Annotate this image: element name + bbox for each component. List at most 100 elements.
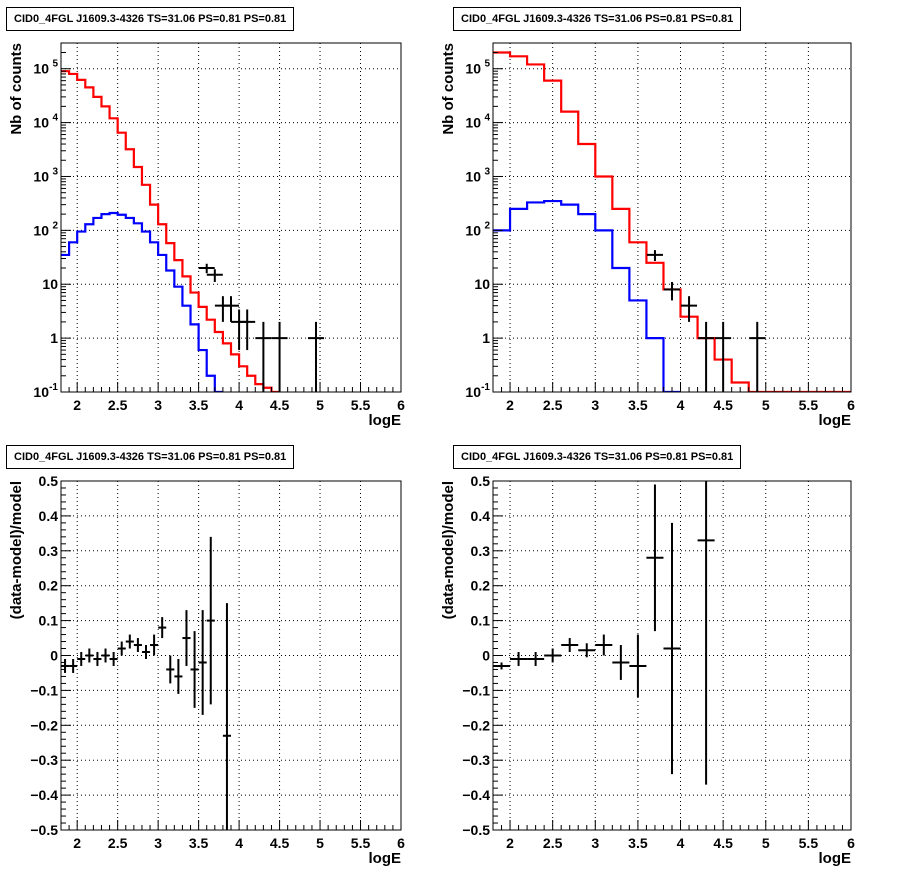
x-tick-label: 6 bbox=[397, 835, 405, 851]
x-tick-label: 2 bbox=[73, 397, 81, 413]
axis-ticks bbox=[60, 480, 402, 831]
x-tick-label: 4 bbox=[235, 835, 243, 851]
data-point bbox=[578, 643, 596, 658]
histogram-step-line bbox=[61, 70, 280, 392]
data-points bbox=[493, 481, 715, 785]
chart-title-1: CID0_4FGL J1609.3-4326 TS=31.06 PS=0.81 … bbox=[6, 7, 295, 31]
x-tick-label: 5.5 bbox=[351, 397, 371, 413]
grid-lines bbox=[61, 43, 401, 392]
x-tick-label: 5 bbox=[316, 397, 324, 413]
x-tick-label: 6 bbox=[847, 835, 855, 851]
plot-area bbox=[61, 536, 231, 830]
data-point bbox=[69, 658, 78, 673]
data-points bbox=[198, 263, 324, 392]
x-tick-label: 5 bbox=[762, 835, 770, 851]
y-tick-label: 10 bbox=[465, 168, 481, 184]
y-tick-label: 10 bbox=[42, 276, 58, 292]
y-tick-label: 10 bbox=[33, 168, 49, 184]
data-point bbox=[646, 484, 664, 632]
data-point bbox=[141, 645, 151, 659]
y-tick-label: 10 bbox=[33, 115, 49, 131]
data-point bbox=[646, 250, 663, 261]
y-tick-label-exponent: 2 bbox=[484, 220, 490, 231]
chart-title-4: CID0_4FGL J1609.3-4326 TS=31.06 PS=0.81 … bbox=[453, 445, 742, 469]
x-tick-label: 2.5 bbox=[108, 397, 128, 413]
x-tick-label: 4.5 bbox=[713, 397, 733, 413]
chart-title-2: CID0_4FGL J1609.3-4326 TS=31.06 PS=0.81 … bbox=[453, 7, 742, 31]
y-tick-label: 0.2 bbox=[39, 578, 59, 594]
data-point bbox=[231, 309, 248, 351]
data-point bbox=[190, 631, 199, 708]
histogram-step-line bbox=[493, 199, 681, 392]
y-tick-label-exponent: -1 bbox=[481, 382, 490, 393]
y-tick-label: 0.4 bbox=[39, 508, 59, 524]
y-tick-label: −0.1 bbox=[30, 682, 58, 698]
y-tick-label: −0.2 bbox=[462, 717, 490, 733]
axis-ticks bbox=[492, 42, 852, 393]
y-tick-label: 0.2 bbox=[471, 578, 491, 594]
plot-area bbox=[493, 51, 851, 392]
data-point bbox=[61, 658, 70, 673]
x-tick-label: 5.5 bbox=[351, 835, 371, 851]
data-point bbox=[158, 617, 167, 639]
data-point bbox=[493, 662, 511, 670]
x-axis-label: logE bbox=[819, 850, 852, 867]
grid-lines bbox=[493, 43, 851, 392]
x-tick-label: 3 bbox=[154, 835, 162, 851]
y-tick-label: 10 bbox=[33, 384, 49, 400]
data-point bbox=[125, 634, 134, 649]
x-axis-label: logE bbox=[369, 412, 402, 429]
y-axis-label: (data-model)/model bbox=[440, 481, 457, 619]
data-point bbox=[681, 296, 698, 322]
chart-title-3: CID0_4FGL J1609.3-4326 TS=31.06 PS=0.81 … bbox=[6, 445, 295, 469]
data-point bbox=[133, 638, 142, 653]
y-tick-label: −0.5 bbox=[30, 822, 58, 838]
data-point bbox=[117, 641, 126, 656]
grid-lines bbox=[61, 481, 401, 830]
data-point bbox=[663, 522, 681, 775]
y-tick-label: −0.2 bbox=[30, 717, 58, 733]
data-point bbox=[715, 321, 732, 392]
y-tick-label: 0.4 bbox=[471, 508, 491, 524]
data-point bbox=[93, 652, 102, 666]
data-point bbox=[166, 655, 175, 684]
x-tick-label: 2.5 bbox=[543, 397, 563, 413]
data-point bbox=[749, 321, 766, 392]
data-point bbox=[206, 536, 215, 705]
y-tick-label-exponent: 5 bbox=[52, 59, 58, 70]
y-tick-label-exponent: 4 bbox=[52, 113, 58, 124]
x-tick-label: 3.5 bbox=[628, 397, 648, 413]
x-tick-label: 4.5 bbox=[713, 835, 733, 851]
y-tick-label: 1 bbox=[50, 330, 58, 346]
data-point bbox=[698, 321, 715, 392]
y-tick-label-exponent: 3 bbox=[52, 166, 58, 177]
data-point bbox=[206, 269, 223, 283]
data-point bbox=[182, 610, 191, 666]
x-tick-label: 4.5 bbox=[270, 397, 290, 413]
y-tick-label-exponent: 5 bbox=[484, 59, 490, 70]
y-tick-label: 10 bbox=[465, 384, 481, 400]
y-tick-label-exponent: -1 bbox=[49, 382, 58, 393]
y-tick-label: 10 bbox=[465, 61, 481, 77]
y-tick-label: 10 bbox=[474, 276, 490, 292]
histogram-step-line bbox=[61, 211, 223, 392]
y-tick-label: 0.3 bbox=[471, 543, 491, 559]
data-point bbox=[85, 648, 94, 663]
x-tick-label: 6 bbox=[397, 397, 405, 413]
data-point bbox=[308, 321, 324, 392]
x-tick-label: 6 bbox=[847, 397, 855, 413]
data-point bbox=[697, 481, 715, 785]
x-axis-label: logE bbox=[369, 850, 402, 867]
data-point bbox=[198, 610, 207, 715]
x-tick-label: 2.5 bbox=[543, 835, 563, 851]
axis-ticks bbox=[492, 480, 852, 831]
x-tick-label: 2.5 bbox=[108, 835, 128, 851]
y-axis-label: Nb of counts bbox=[440, 43, 457, 135]
y-tick-label: −0.3 bbox=[462, 752, 490, 768]
x-tick-label: 2 bbox=[506, 397, 514, 413]
x-tick-label: 3 bbox=[154, 397, 162, 413]
y-tick-label: 10 bbox=[465, 115, 481, 131]
